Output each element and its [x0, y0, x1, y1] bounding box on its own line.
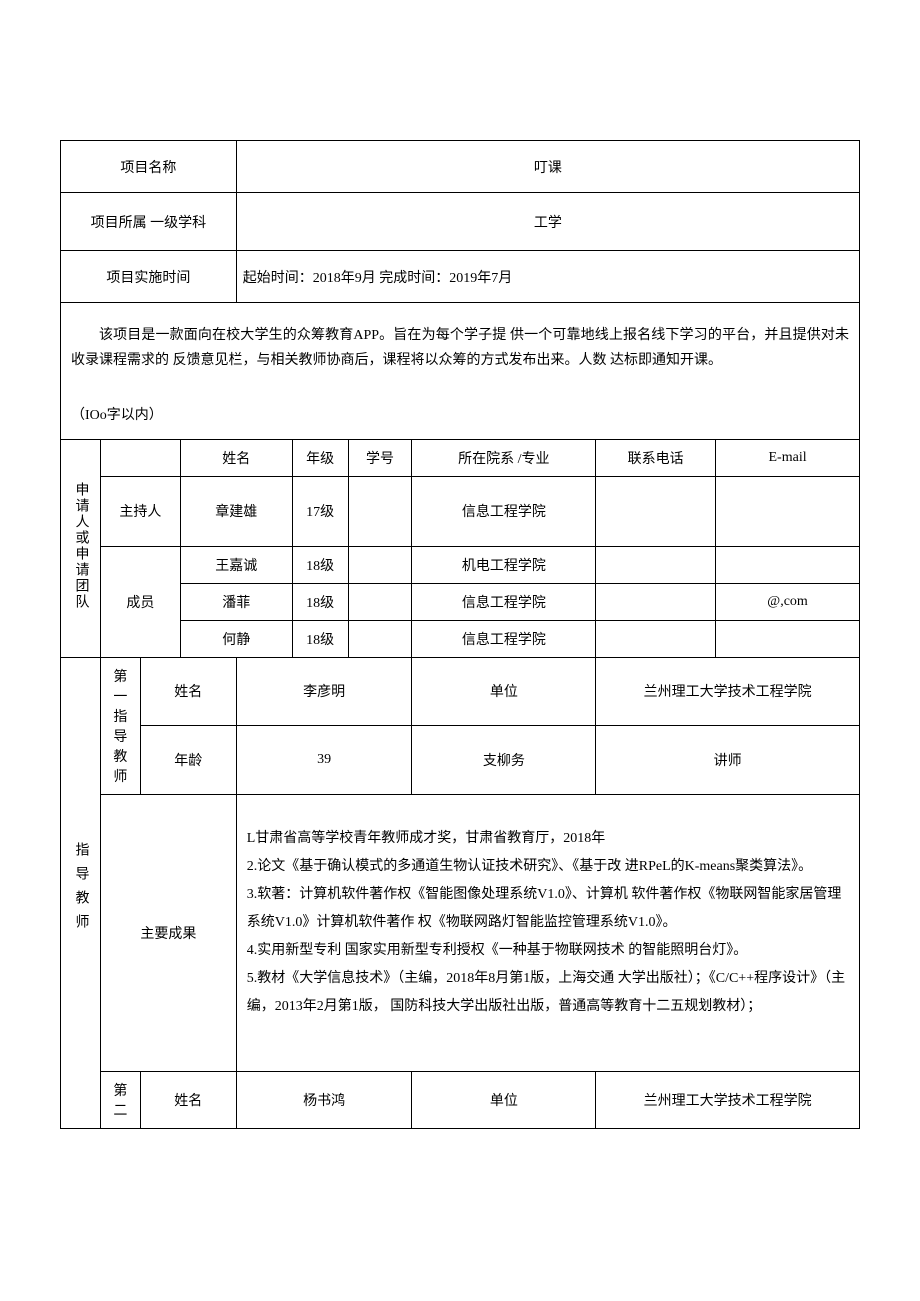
- team-section-label: 申请人或申请团队: [61, 439, 101, 657]
- advisor-unit: 兰州理工大学技术工程学院: [596, 657, 860, 726]
- leader-email: [716, 476, 860, 546]
- description-cell: 该项目是一款面向在校大学生的众筹教育APP。旨在为每个学子提 供一个可靠地线上报…: [61, 303, 860, 440]
- achievements-label: 主要成果: [100, 794, 236, 1071]
- col-email: E-mail: [716, 439, 860, 476]
- advisor-position: 讲师: [596, 726, 860, 795]
- project-name-value: 叮课: [236, 141, 859, 193]
- achievement-item: 3.软著：计算机软件著作权《智能图像处理系统V1.0》、计算机 软件著作权《物联…: [247, 881, 849, 937]
- member-email: @,com: [716, 583, 860, 620]
- leader-grade: 17级: [292, 476, 348, 546]
- member-label: 成员: [100, 546, 180, 657]
- member-dept: 信息工程学院: [412, 620, 596, 657]
- col-grade: 年级: [292, 439, 348, 476]
- form-table: 项目名称 叮课 项目所属 一级学科 工学 项目实施时间 起始时间：2018年9月…: [60, 140, 860, 1129]
- advisor-name: 李彦明: [236, 657, 412, 726]
- discipline-value: 工学: [236, 193, 859, 251]
- time-value: 起始时间：2018年9月 完成时间：2019年7月: [236, 251, 859, 303]
- advisor-section-label: 指导教师: [61, 657, 101, 1128]
- advisor-second-name: 杨书鸿: [236, 1071, 412, 1128]
- discipline-label: 项目所属 一级学科: [61, 193, 237, 251]
- advisor-age: 39: [236, 726, 412, 795]
- member-phone: [596, 583, 716, 620]
- description-note: （IOo字以内）: [71, 403, 849, 428]
- advisor-second-name-label: 姓名: [140, 1071, 236, 1128]
- col-phone: 联系电话: [596, 439, 716, 476]
- leader-dept: 信息工程学院: [412, 476, 596, 546]
- col-studentid: 学号: [348, 439, 412, 476]
- advisor-second-label: 第二: [100, 1071, 140, 1128]
- member-grade: 18级: [292, 620, 348, 657]
- member-name: 何静: [180, 620, 292, 657]
- member-name: 潘菲: [180, 583, 292, 620]
- advisor-second-unit: 兰州理工大学技术工程学院: [596, 1071, 860, 1128]
- member-email: [716, 546, 860, 583]
- achievement-item: 2.论文《基于确认模式的多通道生物认证技术研究》、《基于改 进RPeL的K-me…: [247, 853, 849, 881]
- leader-name: 章建雄: [180, 476, 292, 546]
- leader-studentid: [348, 476, 412, 546]
- member-grade: 18级: [292, 583, 348, 620]
- member-dept: 机电工程学院: [412, 546, 596, 583]
- description-text: 该项目是一款面向在校大学生的众筹教育APP。旨在为每个学子提 供一个可靠地线上报…: [71, 323, 849, 373]
- member-name: 王嘉诚: [180, 546, 292, 583]
- advisor-first-label: 第一指导教师: [100, 657, 140, 794]
- member-phone: [596, 620, 716, 657]
- member-studentid: [348, 583, 412, 620]
- member-grade: 18级: [292, 546, 348, 583]
- achievement-item: 4.实用新型专利 国家实用新型专利授权《一种基于物联网技术 的智能照明台灯》。: [247, 937, 849, 965]
- member-phone: [596, 546, 716, 583]
- col-name: 姓名: [180, 439, 292, 476]
- project-name-label: 项目名称: [61, 141, 237, 193]
- leader-label: 主持人: [100, 476, 180, 546]
- advisor-position-label: 支柳务: [412, 726, 596, 795]
- advisor-second-unit-label: 单位: [412, 1071, 596, 1128]
- achievements-cell: L甘肃省高等学校青年教师成才奖，甘肃省教育厅，2018年 2.论文《基于确认模式…: [236, 794, 859, 1071]
- achievement-item: L甘肃省高等学校青年教师成才奖，甘肃省教育厅，2018年: [247, 825, 849, 853]
- empty-cell: [100, 439, 180, 476]
- advisor-name-label: 姓名: [140, 657, 236, 726]
- col-dept: 所在院系 /专业: [412, 439, 596, 476]
- advisor-unit-label: 单位: [412, 657, 596, 726]
- member-studentid: [348, 546, 412, 583]
- achievement-item: 5.教材《大学信息技术》（主编，2018年8月第1版，上海交通 大学出版社）；《…: [247, 965, 849, 1021]
- member-dept: 信息工程学院: [412, 583, 596, 620]
- advisor-age-label: 年龄: [140, 726, 236, 795]
- member-email: [716, 620, 860, 657]
- time-label: 项目实施时间: [61, 251, 237, 303]
- member-studentid: [348, 620, 412, 657]
- leader-phone: [596, 476, 716, 546]
